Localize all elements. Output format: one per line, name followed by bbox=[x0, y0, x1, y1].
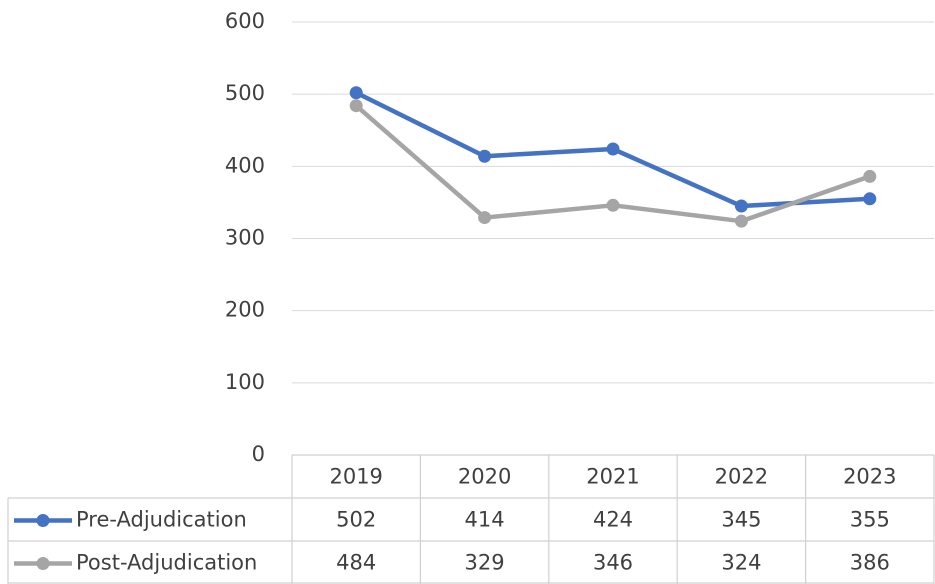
table-cell: 424 bbox=[593, 508, 633, 532]
y-tick-label: 400 bbox=[225, 153, 265, 177]
table-cell: 346 bbox=[593, 551, 633, 575]
series-point bbox=[478, 149, 492, 163]
table-cell: 484 bbox=[336, 551, 376, 575]
y-tick-label: 100 bbox=[225, 370, 265, 394]
series-point bbox=[734, 199, 748, 213]
y-tick-label: 300 bbox=[225, 226, 265, 250]
table-cell: 329 bbox=[465, 551, 505, 575]
series-point bbox=[349, 99, 363, 113]
series-point bbox=[863, 169, 877, 183]
series-point bbox=[863, 192, 877, 206]
x-tick-label: 2019 bbox=[329, 465, 382, 489]
series-point bbox=[478, 211, 492, 225]
series-point bbox=[606, 142, 620, 156]
y-tick-label: 500 bbox=[225, 81, 265, 105]
y-tick-label: 0 bbox=[252, 442, 265, 466]
table-cell: 386 bbox=[850, 551, 890, 575]
legend-marker bbox=[36, 557, 50, 570]
series-point bbox=[606, 198, 620, 212]
table-cell: 414 bbox=[465, 508, 505, 532]
table-cell: 355 bbox=[850, 508, 890, 532]
legend-marker bbox=[36, 514, 50, 527]
legend-label: Post-Adjudication bbox=[76, 551, 257, 575]
x-tick-label: 2020 bbox=[458, 465, 511, 489]
table-cell: 345 bbox=[721, 508, 761, 532]
table-cell: 324 bbox=[721, 551, 761, 575]
table-cell: 502 bbox=[336, 508, 376, 532]
legend-label: Pre-Adjudication bbox=[76, 508, 247, 532]
x-tick-label: 2023 bbox=[843, 465, 896, 489]
x-tick-label: 2021 bbox=[586, 465, 639, 489]
series-point bbox=[734, 214, 748, 228]
x-tick-label: 2022 bbox=[715, 465, 768, 489]
series-point bbox=[349, 86, 363, 100]
y-tick-label: 600 bbox=[225, 9, 265, 33]
y-tick-label: 200 bbox=[225, 298, 265, 322]
